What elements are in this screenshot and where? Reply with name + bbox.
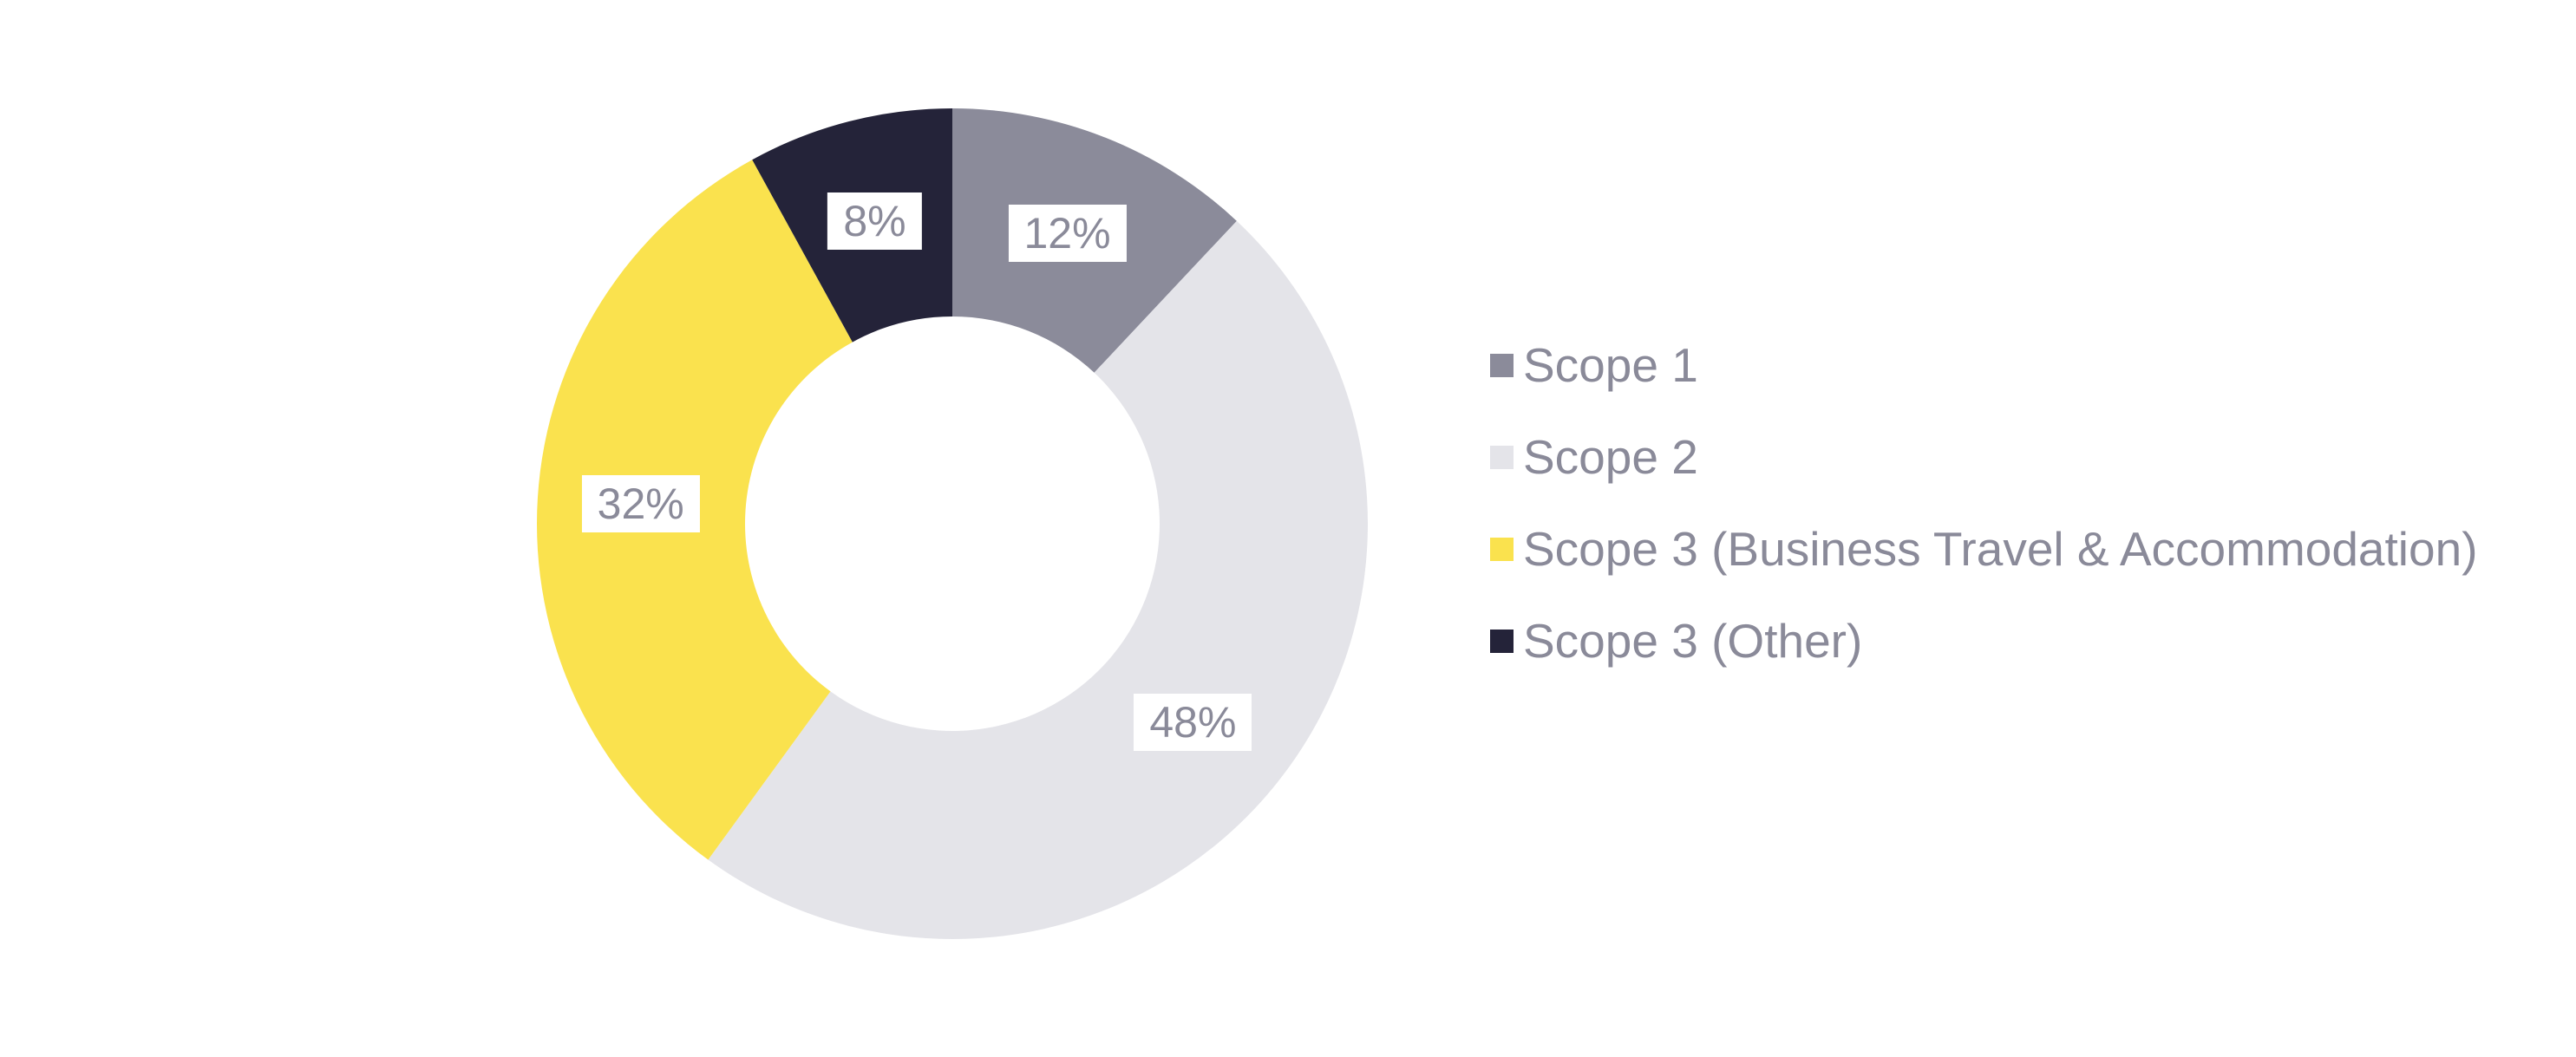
data-label-scope-3-other: 8%	[827, 192, 922, 251]
legend-swatch-icon	[1490, 353, 1514, 377]
legend-item-label: Scope 3 (Other)	[1523, 614, 1863, 668]
legend-item-label: Scope 3 (Business Travel & Accommodation…	[1523, 522, 2478, 576]
donut-slice-scope-2[interactable]	[708, 220, 1369, 940]
legend-item-scope-1[interactable]: Scope 1	[1490, 337, 2478, 393]
data-label-scope-1: 12%	[1008, 205, 1127, 263]
legend-item-scope-2[interactable]: Scope 2	[1490, 429, 2478, 485]
data-label-scope-3-business-travel-accommodation: 32%	[581, 475, 700, 533]
legend-swatch-icon	[1490, 537, 1514, 561]
legend-swatch-icon	[1490, 445, 1514, 469]
legend-item-label: Scope 2	[1523, 430, 1698, 484]
chart-legend: Scope 1 Scope 2 Scope 3 (Business Travel &…	[1490, 337, 2478, 669]
data-label-scope-2: 48%	[1134, 694, 1252, 752]
legend-item-scope-3-other[interactable]: Scope 3 (Other)	[1490, 613, 2478, 669]
legend-swatch-icon	[1490, 629, 1514, 653]
legend-item-scope-3-business-travel-accommodation[interactable]: Scope 3 (Business Travel & Accommodation…	[1490, 521, 2478, 577]
legend-item-label: Scope 1	[1523, 338, 1698, 392]
